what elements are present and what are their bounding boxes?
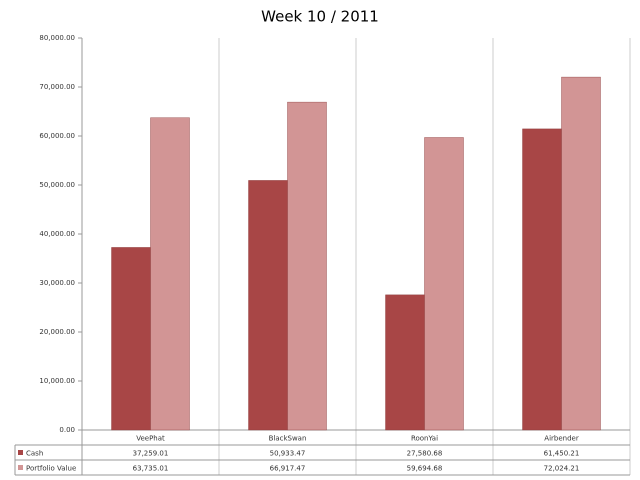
- bar: [150, 117, 190, 431]
- y-tick-label: 20,000.00: [39, 328, 75, 336]
- y-tick-label: 60,000.00: [39, 132, 75, 140]
- table-value: 72,024.21: [544, 465, 580, 473]
- x-tick-label: BlackSwan: [269, 435, 307, 443]
- bar: [522, 128, 562, 431]
- legend-swatch: [18, 450, 23, 455]
- x-tick-label: Airbender: [544, 435, 579, 443]
- bar: [424, 137, 464, 431]
- x-tick-label: RoonYai: [411, 435, 438, 443]
- table-value: 59,694.68: [407, 465, 443, 473]
- bar: [385, 294, 425, 431]
- bar: [287, 101, 327, 431]
- y-tick-label: 50,000.00: [39, 181, 75, 189]
- chart-title: Week 10 / 2011: [261, 8, 379, 26]
- y-tick-label: 0.00: [59, 426, 75, 434]
- x-tick-label: VeePhat: [136, 435, 165, 443]
- table-value: 63,735.01: [133, 465, 169, 473]
- y-tick-label: 80,000.00: [39, 34, 75, 42]
- y-tick-label: 30,000.00: [39, 279, 75, 287]
- bar: [561, 76, 601, 431]
- bar: [248, 180, 288, 431]
- y-tick-label: 40,000.00: [39, 230, 75, 238]
- legend-label: Cash: [26, 450, 43, 458]
- bar: [111, 247, 151, 431]
- y-tick-label: 10,000.00: [39, 377, 75, 385]
- table-value: 37,259.01: [133, 450, 169, 458]
- table-value: 66,917.47: [270, 465, 306, 473]
- table-value: 50,933.47: [270, 450, 306, 458]
- y-tick-label: 70,000.00: [39, 83, 75, 91]
- legend-swatch: [18, 465, 23, 470]
- table-value: 27,580.68: [407, 450, 443, 458]
- table-value: 61,450.21: [544, 450, 580, 458]
- legend-label: Portfolio Value: [26, 465, 76, 473]
